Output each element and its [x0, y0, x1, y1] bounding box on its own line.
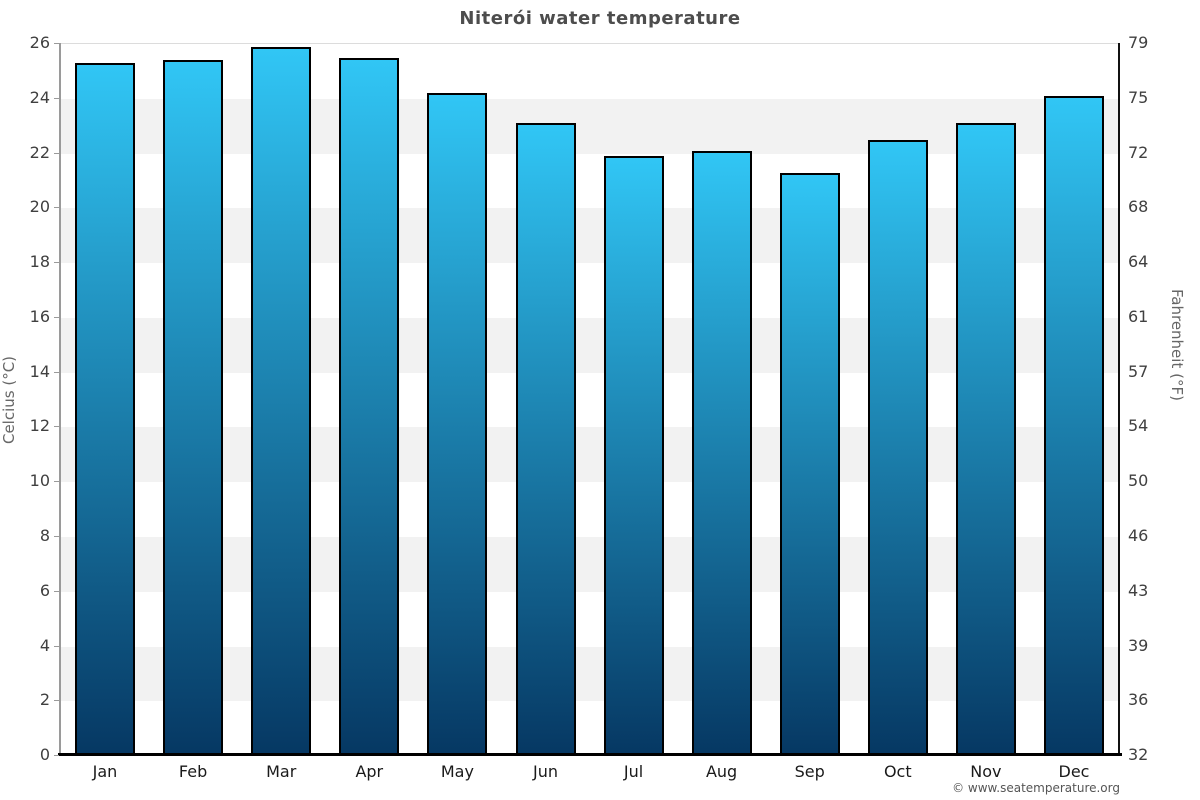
- ytick-celsius-26: 26: [29, 33, 50, 52]
- xtick-month-jul: Jul: [623, 762, 644, 781]
- bar-nov: [955, 123, 1016, 756]
- ytick-celsius-2: 2: [39, 690, 50, 710]
- bar-sep: [779, 172, 840, 756]
- plot-area: [61, 43, 1118, 756]
- ytick-mark: [54, 535, 59, 537]
- ytick-mark: [54, 645, 59, 647]
- xtick-month-oct: Oct: [883, 762, 912, 781]
- grid-band: [61, 646, 1118, 702]
- ytick-fahrenheit-72: 72: [1128, 142, 1149, 162]
- y-axis-title-fahrenheit: Fahrenheit (°F): [1168, 289, 1186, 401]
- ytick-mark: [54, 207, 59, 209]
- xtick-month-aug: Aug: [705, 762, 738, 781]
- xtick-month-feb: Feb: [178, 762, 208, 781]
- xtick-month-dec: Dec: [1058, 762, 1090, 781]
- ytick-fahrenheit-61: 61: [1128, 306, 1149, 326]
- ytick-fahrenheit-75: 75: [1128, 87, 1149, 107]
- bar-aug: [691, 150, 752, 756]
- ytick-fahrenheit-68: 68: [1128, 197, 1149, 217]
- ytick-celsius-20: 20: [29, 197, 50, 217]
- grid-band: [61, 208, 1118, 264]
- bar-jul: [603, 156, 664, 756]
- bar-jun: [515, 123, 576, 756]
- ytick-fahrenheit-39: 39: [1128, 635, 1149, 655]
- ytick-fahrenheit-79: 79: [1128, 33, 1149, 52]
- ytick-fahrenheit-46: 46: [1128, 525, 1149, 545]
- ytick-celsius-0: 0: [39, 745, 50, 764]
- ytick-mark: [54, 152, 59, 154]
- chart-title: Niterói water temperature: [459, 8, 741, 29]
- ytick-mark: [54, 481, 59, 483]
- xtick-month-apr: Apr: [355, 762, 384, 781]
- grid-band: [61, 427, 1118, 483]
- ytick-fahrenheit-50: 50: [1128, 471, 1149, 491]
- bar-dec: [1044, 96, 1104, 756]
- ytick-celsius-10: 10: [29, 471, 50, 491]
- ytick-celsius-24: 24: [29, 87, 50, 107]
- ytick-mark: [54, 316, 59, 318]
- ytick-celsius-4: 4: [39, 635, 50, 655]
- ytick-celsius-16: 16: [29, 306, 50, 326]
- y-axis-line-celsius: [59, 43, 61, 755]
- ytick-fahrenheit-43: 43: [1128, 580, 1149, 600]
- xtick-month-mar: Mar: [266, 762, 297, 781]
- grid-band: [61, 98, 1118, 154]
- ytick-mark: [54, 262, 59, 264]
- ytick-celsius-12: 12: [29, 416, 50, 436]
- ytick-celsius-14: 14: [29, 361, 50, 381]
- grid-band: [61, 536, 1118, 592]
- ytick-mark: [54, 755, 59, 756]
- ytick-mark: [54, 371, 59, 373]
- ytick-celsius-6: 6: [39, 580, 50, 600]
- bar-oct: [867, 139, 928, 756]
- bar-jan: [75, 63, 135, 756]
- y-axis-line-fahrenheit: [1118, 43, 1120, 755]
- bar-feb: [163, 60, 224, 756]
- ytick-mark: [54, 700, 59, 702]
- xtick-month-may: May: [440, 762, 474, 781]
- ytick-celsius-22: 22: [29, 142, 50, 162]
- xtick-month-sep: Sep: [794, 762, 825, 781]
- ytick-mark: [54, 97, 59, 99]
- ytick-mark: [54, 426, 59, 428]
- xtick-month-nov: Nov: [970, 762, 1002, 781]
- xtick-month-jan: Jan: [92, 762, 118, 781]
- xtick-month-jun: Jun: [533, 762, 558, 781]
- ytick-fahrenheit-36: 36: [1128, 690, 1149, 710]
- y-axis-title-celsius: Celcius (°C): [0, 355, 18, 445]
- grid-band: [61, 317, 1118, 373]
- ytick-mark: [54, 43, 59, 44]
- ytick-celsius-18: 18: [29, 252, 50, 272]
- bar-may: [427, 93, 488, 756]
- ytick-celsius-8: 8: [39, 525, 50, 545]
- attribution-link[interactable]: © www.seatemperature.org: [952, 781, 1120, 795]
- ytick-fahrenheit-32: 32: [1128, 745, 1149, 764]
- ytick-fahrenheit-64: 64: [1128, 252, 1149, 272]
- ytick-fahrenheit-54: 54: [1128, 416, 1149, 436]
- ytick-fahrenheit-57: 57: [1128, 361, 1149, 381]
- x-axis-line: [58, 753, 1122, 756]
- bar-mar: [251, 46, 312, 756]
- ytick-mark: [54, 590, 59, 592]
- bar-apr: [339, 57, 400, 756]
